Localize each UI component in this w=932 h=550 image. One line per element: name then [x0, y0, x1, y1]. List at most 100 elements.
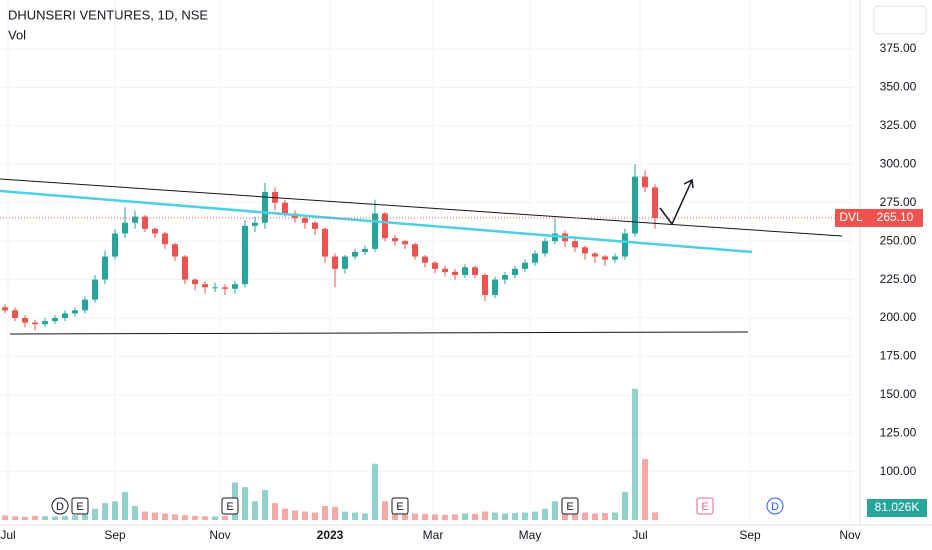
x-tick-label: Nov	[839, 528, 860, 542]
event-label: E	[701, 501, 708, 513]
volume-bar	[142, 511, 148, 520]
event-marker	[391, 497, 409, 515]
candle-body	[172, 244, 178, 257]
volume-bar	[492, 512, 498, 520]
event-label: E	[566, 501, 573, 513]
volume-bar	[592, 513, 598, 520]
x-tick-label: Jul	[0, 528, 15, 542]
trend-line	[0, 189, 753, 254]
y-tick-label: 325.00	[880, 118, 917, 132]
subtitle: Vol	[8, 27, 26, 42]
volume-bar	[512, 512, 518, 520]
candle-body	[592, 253, 598, 257]
volume-bar	[22, 516, 28, 520]
volume-bar	[172, 514, 178, 520]
volume-bar	[12, 516, 18, 520]
candle-body	[352, 251, 358, 257]
event-marker	[51, 497, 69, 515]
event-label: E	[76, 501, 83, 513]
candle-body	[452, 271, 458, 275]
candle-body	[32, 322, 38, 325]
x-tick-label: May	[519, 528, 542, 542]
volume-bar	[542, 508, 548, 520]
volume-bar	[422, 513, 428, 520]
volume-bar	[182, 515, 188, 520]
volume-bar	[402, 512, 408, 520]
candle-body	[62, 313, 68, 319]
candle-body	[542, 241, 548, 254]
event-label: D	[771, 501, 779, 513]
y-tick-label: 150.00	[880, 387, 917, 401]
volume-bar	[132, 505, 138, 520]
candle-body	[182, 256, 188, 280]
symbol-label: DVL	[839, 210, 863, 224]
candle-body	[2, 307, 8, 311]
volume-bar	[442, 514, 448, 520]
volume-bar	[352, 512, 358, 520]
candle-body	[642, 176, 648, 188]
event-marker	[696, 497, 714, 515]
volume-bar	[602, 512, 608, 520]
candle-body	[82, 299, 88, 311]
candle-body	[252, 222, 258, 226]
price-label: 265.10	[877, 210, 914, 224]
candle-body	[222, 287, 228, 289]
arrow-head	[683, 178, 694, 189]
volume-bar	[652, 512, 658, 520]
volume-bar	[202, 516, 208, 520]
candle-body	[372, 213, 378, 249]
candle-body	[212, 287, 218, 289]
volume-bar	[92, 508, 98, 520]
volume-bar	[532, 511, 538, 520]
candle-body	[22, 318, 28, 323]
y-tick-label: 100.00	[880, 464, 917, 478]
candle-body	[332, 256, 338, 269]
volume-bar	[72, 515, 78, 520]
candle-body	[632, 176, 638, 234]
volume-bar	[252, 501, 258, 520]
candle-body	[432, 262, 438, 269]
candle-body	[132, 216, 138, 223]
candle-body	[602, 256, 608, 260]
candle-body	[192, 279, 198, 285]
candle-body	[382, 213, 388, 239]
candle-body	[322, 228, 328, 257]
candle-body	[522, 262, 528, 269]
candle-body	[512, 268, 518, 275]
event-marker	[561, 497, 579, 515]
volume-bar	[272, 503, 278, 520]
candle-body	[362, 248, 368, 252]
candle-body	[302, 218, 308, 223]
volume-bar	[52, 516, 58, 520]
candle-body	[652, 187, 658, 218]
chart-title: DHUNSERI VENTURES, 1D, NSE	[8, 7, 208, 22]
volume-bar	[2, 515, 8, 520]
candle-body	[162, 233, 168, 245]
volume-bar	[242, 487, 248, 520]
settings-button[interactable]	[873, 5, 927, 35]
y-tick-label: 350.00	[880, 80, 917, 94]
volume-bar	[572, 511, 578, 520]
arrow	[659, 179, 693, 226]
candle-body	[462, 267, 468, 275]
candle-body	[492, 279, 498, 295]
candle-body	[402, 241, 408, 245]
support-line	[9, 331, 749, 335]
y-tick-label: 250.00	[880, 233, 917, 247]
y-tick-label: 275.00	[880, 195, 917, 209]
candle-body	[92, 279, 98, 300]
candle-body	[12, 310, 18, 319]
event-label: D	[56, 501, 64, 513]
volume-bar	[412, 513, 418, 520]
volume-bar	[452, 514, 458, 520]
x-tick-label: Jul	[632, 528, 647, 542]
volume-bar	[432, 514, 438, 520]
x-tick-label: Sep	[739, 528, 761, 542]
volume-bar	[222, 516, 228, 520]
x-tick-label: Mar	[423, 528, 444, 542]
volume-bar	[162, 513, 168, 520]
candle-body	[122, 222, 128, 234]
volume-bar	[192, 515, 198, 520]
symbol-tag	[835, 208, 867, 227]
